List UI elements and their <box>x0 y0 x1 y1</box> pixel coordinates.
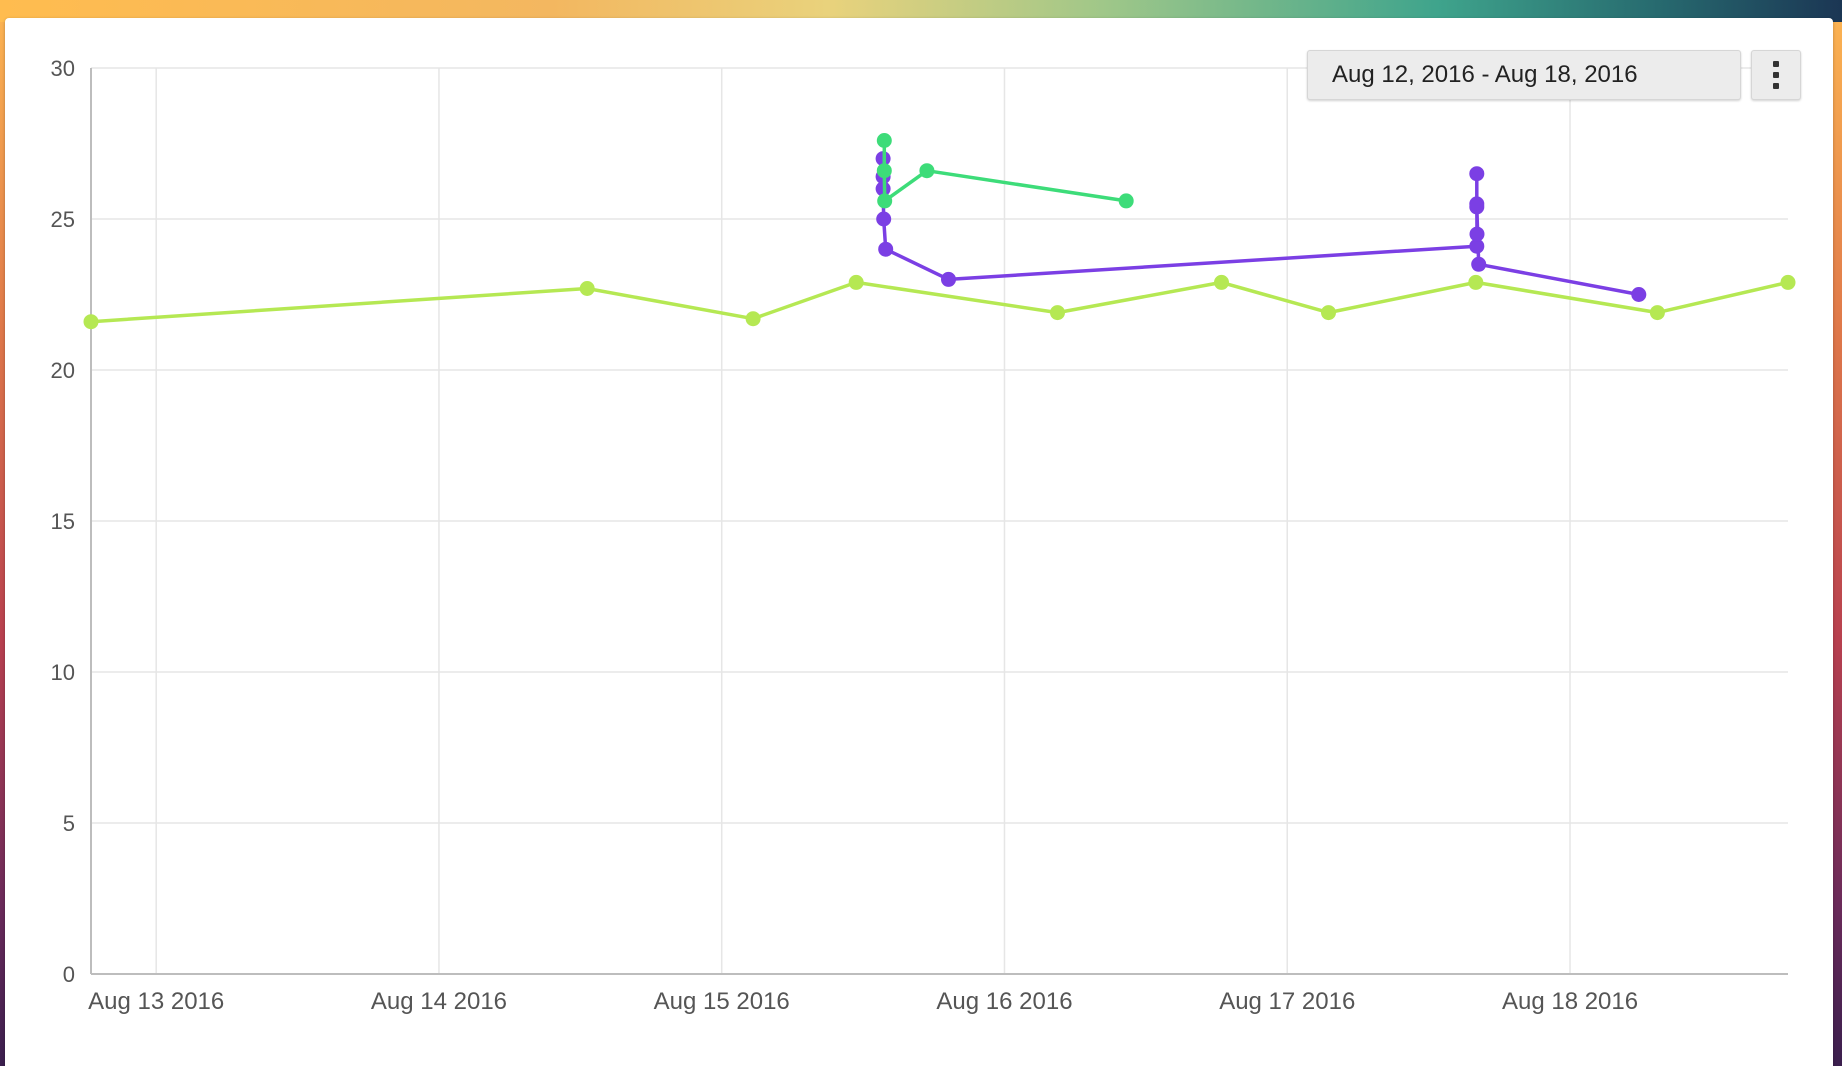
x-tick-label: Aug 18 2016 <box>1502 988 1638 1015</box>
data-point <box>1471 256 1487 272</box>
data-point <box>876 163 892 179</box>
x-tick-label: Aug 15 2016 <box>654 988 790 1015</box>
data-point <box>1469 238 1485 254</box>
y-tick-label: 0 <box>63 962 75 987</box>
more-vertical-icon[interactable] <box>1751 50 1801 100</box>
data-point <box>1214 274 1229 290</box>
data-point <box>1631 287 1647 302</box>
y-tick-label: 25 <box>51 207 75 232</box>
series-layer <box>83 133 1796 330</box>
data-point <box>1780 274 1796 290</box>
data-point <box>1649 305 1665 321</box>
y-tick-label: 5 <box>63 811 75 836</box>
y-tick-label: 15 <box>51 509 75 534</box>
data-point <box>745 311 761 327</box>
data-point <box>83 314 99 330</box>
data-point <box>1468 274 1484 290</box>
line-chart: 0 5 10 15 20 25 30 Aug 13 2016 Aug 14 2016 Aug 15… <box>51 56 1796 1015</box>
data-point <box>1469 226 1485 242</box>
series-line <box>881 158 1640 297</box>
data-point <box>1469 199 1485 215</box>
x-tick-label: Aug 13 2016 <box>88 988 224 1015</box>
data-point <box>1321 305 1336 321</box>
chart-card: 0 5 10 15 20 25 30 Aug 13 2016 Aug 14 2016 Aug 15… <box>5 18 1833 1066</box>
data-point <box>1050 305 1065 321</box>
x-tick-label: Aug 17 2016 <box>1219 988 1355 1015</box>
y-tick-label: 10 <box>51 660 75 685</box>
data-point <box>876 211 892 227</box>
series-line <box>90 280 1789 324</box>
data-point <box>919 163 935 179</box>
grid <box>91 67 1788 974</box>
data-point <box>1469 166 1485 182</box>
data-point <box>579 281 595 296</box>
axes: 0 5 10 15 20 25 30 Aug 13 2016 Aug 14 2016 Aug 15… <box>51 56 1788 1015</box>
data-point <box>1118 193 1134 209</box>
data-point <box>848 274 864 290</box>
data-point <box>878 241 894 257</box>
y-tick-label: 30 <box>51 56 75 81</box>
date-range-picker[interactable]: Aug 12, 2016 - Aug 18, 2016 <box>1307 50 1741 100</box>
data-point <box>876 133 892 148</box>
y-tick-label: 20 <box>51 358 75 383</box>
x-tick-label: Aug 14 2016 <box>371 988 507 1015</box>
background-strip <box>0 0 1842 22</box>
data-point <box>941 271 956 287</box>
x-tick-label: Aug 16 2016 <box>936 988 1072 1015</box>
data-point <box>877 193 893 209</box>
